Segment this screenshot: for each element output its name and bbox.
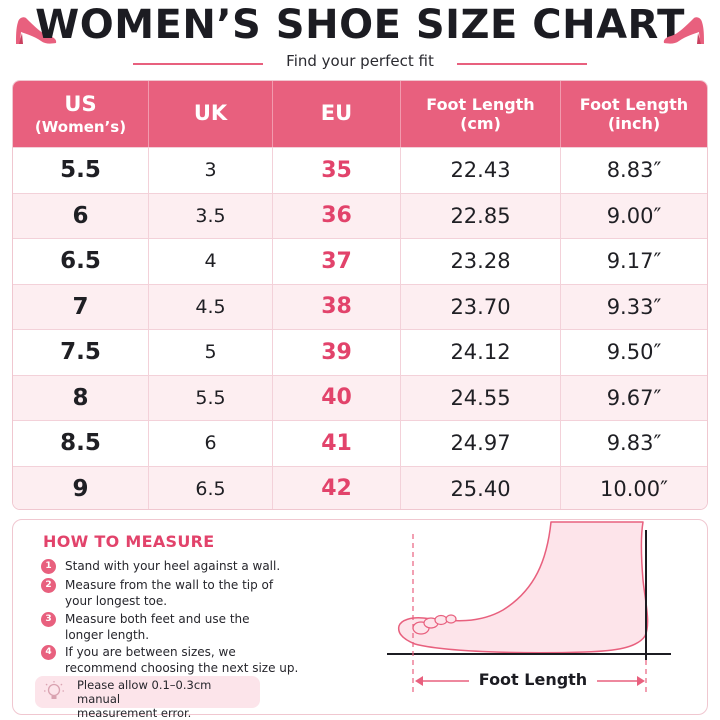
- cell-eu: 36: [273, 193, 401, 238]
- header-cm-label: Foot Length: [426, 94, 535, 114]
- header-foot-length-cm: Foot Length (cm): [401, 81, 561, 147]
- cell-eu: 41: [273, 421, 401, 466]
- step-text: Measure both feet and use the: [65, 612, 250, 626]
- measure-step: 1 Stand with your heel against a wall.: [41, 558, 341, 574]
- cell-eu: 38: [273, 284, 401, 329]
- cell-us: 6: [13, 193, 149, 238]
- cell-foot-length-cm: 24.97: [401, 421, 561, 466]
- cell-foot-length-inch: 8.83″: [606, 158, 662, 183]
- cell-uk: 4.5: [149, 284, 273, 329]
- cell-uk: 3.5: [149, 193, 273, 238]
- table-row: 7 4.5 38 23.70 9.33″: [13, 283, 707, 329]
- cell-foot-length-cm: 25.40: [401, 466, 561, 509]
- cell-foot-length-cm: 23.70: [401, 284, 561, 329]
- cell-us: 9: [13, 466, 149, 509]
- measure-step: 2 Measure from the wall to the tip of yo…: [41, 577, 341, 609]
- cell-foot-length-cm: 22.43: [401, 148, 561, 193]
- cell-eu: 40: [273, 375, 401, 420]
- cell-foot-length-cm: 22.85: [401, 193, 561, 238]
- table-row: 6.5 4 37 23.28 9.17″: [13, 238, 707, 284]
- table-body: 5.5 3 35 22.43 8.83″ 6 3.5 36 22.85 9.00″ 6.5 4 37 23…: [13, 147, 707, 509]
- note-text: Please allow 0.1–0.3cm manual measuremen…: [77, 678, 257, 720]
- lightbulb-icon: [44, 681, 64, 699]
- cell-us: 8: [13, 375, 149, 420]
- measure-step: 4 If you are between sizes, we recommend…: [41, 644, 341, 676]
- cell-uk: 5.5: [149, 375, 273, 420]
- subtitle-row: Find your perfect fit: [0, 52, 720, 74]
- cell-foot-length-inch: 9.50″: [606, 340, 662, 365]
- cell-foot-length-inch: 9.33″: [606, 294, 662, 319]
- table-row: 7.5 5 39 24.12 9.50″: [13, 329, 707, 375]
- cell-foot-length-inch: 9.67″: [606, 385, 662, 410]
- cell-uk: 6: [149, 421, 273, 466]
- table-row: 5.5 3 35 22.43 8.83″: [13, 147, 707, 193]
- cell-us: 6.5: [13, 239, 149, 284]
- cell-eu: 35: [273, 148, 401, 193]
- table-header: US (Women’s) UK EU Foot Length (cm) Foot…: [13, 81, 707, 147]
- step-text: your longest toe.: [65, 594, 168, 608]
- header-uk-label: UK: [193, 101, 228, 126]
- header-us: US (Women’s): [13, 81, 149, 147]
- header-foot-length-inch: Foot Length (inch): [561, 81, 707, 147]
- header-eu-label: EU: [320, 101, 353, 126]
- cell-uk: 4: [149, 239, 273, 284]
- cell-foot-length-cm: 23.28: [401, 239, 561, 284]
- note-line: measurement error.: [77, 706, 192, 720]
- size-table: US (Women’s) UK EU Foot Length (cm) Foot…: [12, 80, 708, 510]
- cell-eu: 42: [273, 466, 401, 509]
- table-row: 8 5.5 40 24.55 9.67″: [13, 374, 707, 420]
- table-row: 6 3.5 36 22.85 9.00″: [13, 192, 707, 238]
- cell-foot-length-inch: 9.83″: [606, 431, 662, 456]
- subtitle-divider: [133, 63, 263, 65]
- header: WOMEN’S SHOE SIZE CHART Find your perfec…: [0, 0, 720, 80]
- cell-uk: 6.5: [149, 466, 273, 509]
- high-heel-icon: [663, 17, 704, 44]
- step-text: recommend choosing the next size up.: [65, 661, 299, 675]
- subtitle: Find your perfect fit: [286, 52, 434, 70]
- high-heel-icon: [16, 17, 57, 44]
- step-number: 4: [41, 645, 56, 660]
- step-text: Stand with your heel against a wall.: [65, 559, 281, 573]
- cell-us: 5.5: [13, 148, 149, 193]
- cell-uk: 3: [149, 148, 273, 193]
- cell-us: 7: [13, 284, 149, 329]
- header-uk: UK: [149, 81, 273, 147]
- measure-step: 3 Measure both feet and use the longer l…: [41, 611, 341, 643]
- measure-title: HOW TO MEASURE: [43, 532, 215, 551]
- cell-foot-length-inch: 9.00″: [606, 203, 662, 228]
- step-number: 1: [41, 559, 56, 574]
- step-text: Measure from the wall to the tip of: [65, 578, 274, 592]
- cell-us: 7.5: [13, 330, 149, 375]
- header-us-sublabel: (Women’s): [34, 117, 127, 136]
- step-number: 2: [41, 578, 56, 593]
- cell-us: 8.5: [13, 421, 149, 466]
- table-row: 9 6.5 42 25.40 10.00″: [13, 465, 707, 509]
- header-us-label: US: [64, 92, 97, 117]
- header-cm-sublabel: (cm): [460, 114, 501, 133]
- cell-foot-length-cm: 24.55: [401, 375, 561, 420]
- step-text: longer length.: [65, 628, 150, 642]
- note-line: Please allow 0.1–0.3cm manual: [77, 678, 212, 706]
- how-to-measure-panel: HOW TO MEASURE 1 Stand with your heel ag…: [12, 519, 708, 720]
- cell-eu: 37: [273, 239, 401, 284]
- measurement-note: Please allow 0.1–0.3cm manual measuremen…: [35, 676, 260, 720]
- step-text: If you are between sizes, we: [65, 645, 236, 659]
- subtitle-divider: [457, 63, 587, 65]
- table-row: 8.5 6 41 24.97 9.83″: [13, 420, 707, 466]
- cell-foot-length-inch: 9.17″: [606, 249, 662, 274]
- cell-foot-length-inch: 10.00″: [600, 476, 668, 501]
- cell-eu: 39: [273, 330, 401, 375]
- header-eu: EU: [273, 81, 401, 147]
- page-title: WOMEN’S SHOE SIZE CHART: [35, 2, 685, 48]
- header-inch-label: Foot Length: [579, 94, 689, 114]
- header-inch-sublabel: (inch): [607, 114, 661, 133]
- step-number: 3: [41, 612, 56, 627]
- cell-foot-length-cm: 24.12: [401, 330, 561, 375]
- cell-uk: 5: [149, 330, 273, 375]
- foot-length-label: Foot Length: [469, 670, 597, 689]
